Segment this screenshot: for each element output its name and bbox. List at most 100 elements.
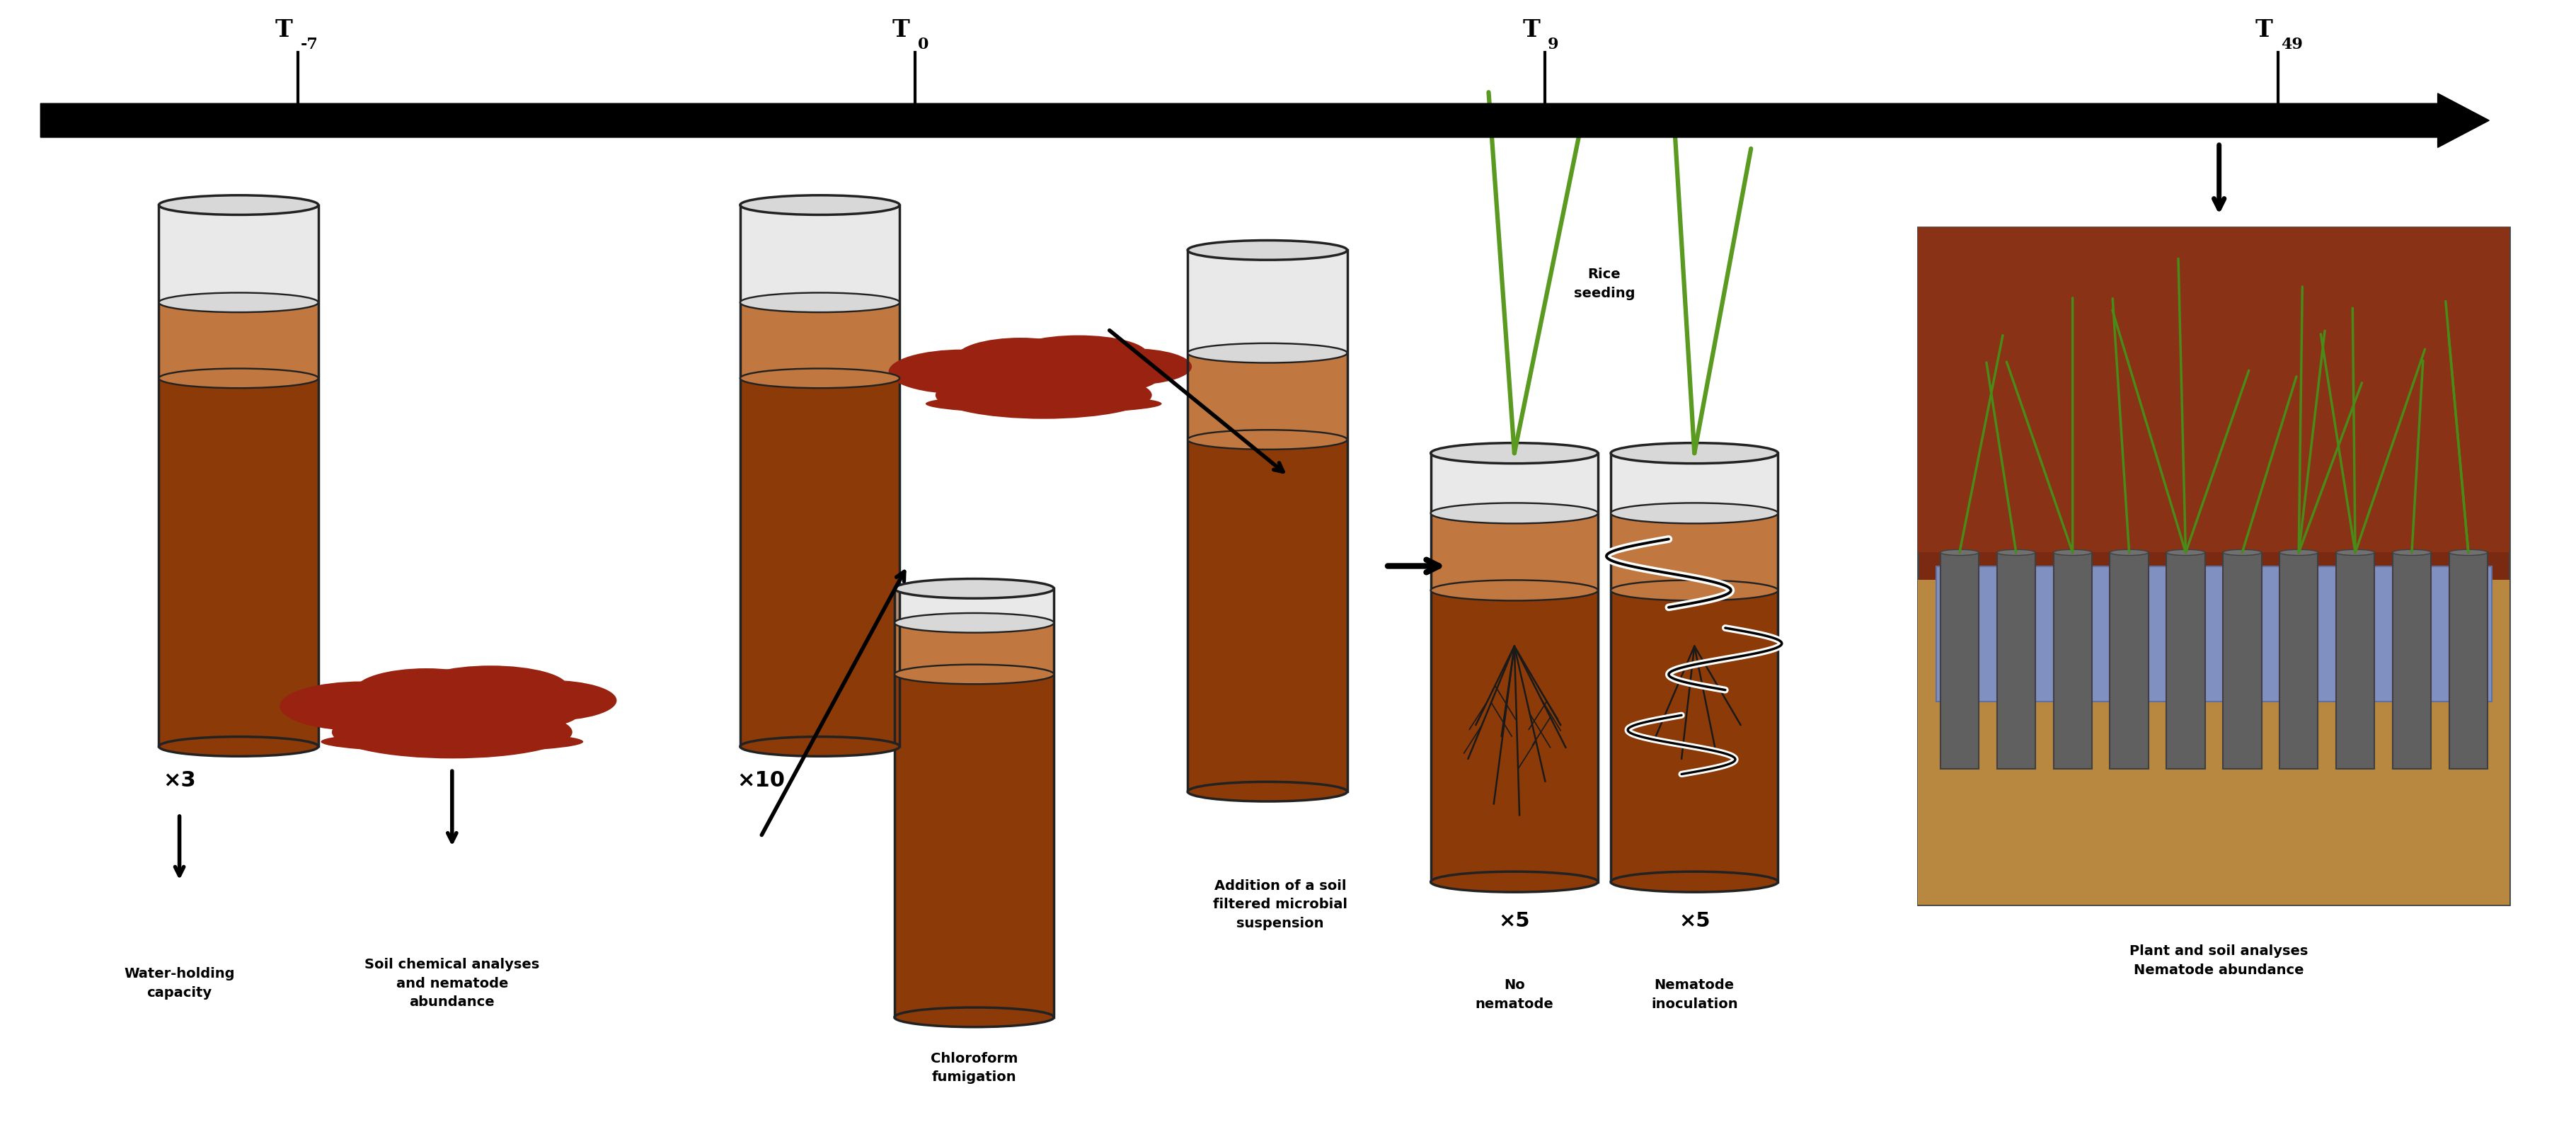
Bar: [2110, 552, 2148, 769]
Bar: [160, 205, 319, 746]
Ellipse shape: [1996, 549, 2035, 556]
Text: T: T: [891, 18, 909, 42]
Text: Nematode
inoculation: Nematode inoculation: [1651, 978, 1739, 1011]
Bar: [160, 302, 319, 378]
Bar: [160, 205, 319, 302]
Ellipse shape: [739, 195, 899, 215]
Ellipse shape: [1188, 343, 1347, 363]
Bar: [739, 302, 899, 378]
Text: Rice
seeding: Rice seeding: [1574, 268, 1636, 300]
Ellipse shape: [935, 371, 1151, 419]
Bar: [1610, 453, 1777, 882]
Text: ×5: ×5: [1499, 911, 1530, 932]
Ellipse shape: [1430, 443, 1597, 463]
Ellipse shape: [894, 578, 1054, 599]
Bar: [739, 205, 899, 302]
Ellipse shape: [1059, 362, 1159, 392]
Bar: [2393, 552, 2432, 769]
Ellipse shape: [482, 680, 616, 721]
Ellipse shape: [739, 737, 899, 756]
Ellipse shape: [160, 293, 319, 312]
Ellipse shape: [160, 737, 319, 756]
Ellipse shape: [943, 361, 1054, 394]
Ellipse shape: [1430, 580, 1597, 601]
Ellipse shape: [1430, 503, 1597, 523]
Ellipse shape: [894, 664, 1054, 684]
Ellipse shape: [1610, 872, 1777, 892]
Bar: [1937, 566, 2491, 702]
Bar: [1996, 552, 2035, 769]
Ellipse shape: [1610, 443, 1777, 463]
Text: Soil chemical analyses
and nematode
abundance: Soil chemical analyses and nematode abun…: [366, 958, 538, 1009]
Bar: [894, 623, 1054, 675]
Bar: [2280, 552, 2318, 769]
Text: No
nematode: No nematode: [1476, 978, 1553, 1011]
Ellipse shape: [1940, 549, 1978, 556]
Text: T: T: [276, 18, 294, 42]
Text: -7: -7: [301, 37, 317, 53]
Bar: [1610, 591, 1777, 882]
Ellipse shape: [2223, 549, 2262, 556]
Bar: [1919, 228, 2509, 904]
Bar: [1188, 439, 1347, 791]
Ellipse shape: [739, 369, 899, 388]
Bar: [1430, 513, 1597, 591]
Ellipse shape: [1188, 430, 1347, 449]
Text: ×10: ×10: [737, 770, 786, 790]
Ellipse shape: [2280, 549, 2318, 556]
Text: Plant and soil analyses
Nematode abundance: Plant and soil analyses Nematode abundan…: [2130, 945, 2308, 977]
Text: ×3: ×3: [162, 770, 196, 790]
Bar: [2166, 552, 2205, 769]
Bar: [894, 589, 1054, 1018]
Ellipse shape: [160, 369, 319, 388]
Bar: [1430, 591, 1597, 882]
Bar: [2053, 552, 2092, 769]
Text: Water-holding
capacity: Water-holding capacity: [124, 967, 234, 1000]
Ellipse shape: [1188, 240, 1347, 260]
Bar: [1188, 250, 1347, 791]
Ellipse shape: [340, 695, 461, 731]
Ellipse shape: [956, 337, 1084, 378]
Bar: [160, 378, 319, 746]
Ellipse shape: [1010, 335, 1149, 374]
Ellipse shape: [2393, 549, 2432, 556]
Ellipse shape: [739, 293, 899, 312]
Ellipse shape: [466, 695, 580, 729]
Bar: [2223, 552, 2262, 769]
Ellipse shape: [894, 614, 1054, 633]
Bar: [1919, 580, 2509, 904]
Bar: [1188, 353, 1347, 439]
Bar: [2450, 552, 2488, 769]
Ellipse shape: [1610, 580, 1777, 601]
Ellipse shape: [415, 666, 567, 709]
Ellipse shape: [281, 681, 446, 731]
Bar: [1940, 552, 1978, 769]
FancyArrow shape: [41, 93, 2488, 147]
Ellipse shape: [974, 346, 1113, 392]
Bar: [1430, 453, 1597, 513]
Ellipse shape: [1072, 349, 1193, 385]
Ellipse shape: [332, 705, 572, 758]
Bar: [739, 205, 899, 746]
Ellipse shape: [376, 678, 528, 728]
Ellipse shape: [355, 668, 497, 713]
Ellipse shape: [1430, 872, 1597, 892]
Text: ×5: ×5: [1680, 911, 1710, 932]
Ellipse shape: [2110, 549, 2148, 556]
Bar: [1610, 453, 1777, 513]
Bar: [739, 378, 899, 746]
Text: Chloroform
fumigation: Chloroform fumigation: [930, 1052, 1018, 1084]
Bar: [2336, 552, 2375, 769]
Bar: [894, 675, 1054, 1018]
Bar: [1188, 250, 1347, 353]
Ellipse shape: [1610, 503, 1777, 523]
Ellipse shape: [894, 1007, 1054, 1027]
Bar: [1610, 513, 1777, 591]
Ellipse shape: [160, 195, 319, 215]
Ellipse shape: [889, 350, 1036, 394]
Ellipse shape: [1188, 782, 1347, 801]
Text: 0: 0: [917, 37, 927, 53]
Text: 9: 9: [1548, 37, 1558, 53]
Bar: [1919, 228, 2509, 552]
Ellipse shape: [2053, 549, 2092, 556]
